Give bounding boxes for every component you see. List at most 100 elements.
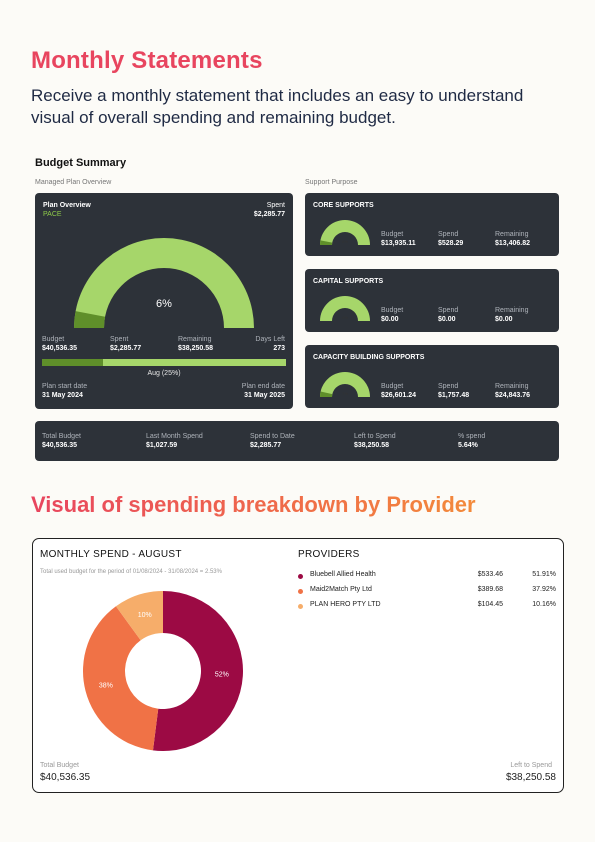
monthly-spend-panel: MONTHLY SPEND - AUGUST Total used budget… (32, 538, 564, 793)
provider-pct: 37.92% (532, 586, 556, 593)
left-to-spend-value: $38,250.58 (505, 772, 556, 783)
gauge-track (74, 238, 254, 328)
support-budget-label: Budget (381, 383, 404, 390)
intro-text: Receive a monthly statement that include… (31, 86, 524, 127)
provider-amount: $533.46 (477, 571, 503, 578)
plan-type: PACE (43, 211, 62, 218)
total-budget-label: Total Budget (42, 433, 81, 440)
provider-pct: 51.91% (532, 571, 556, 578)
spent-label: Spent (266, 202, 285, 209)
support-remaining-label: Remaining (495, 383, 529, 390)
support-gauge-percent: 0% (342, 315, 348, 320)
remaining-value: $38,250.58 (178, 345, 214, 352)
support-spend-label: Spend (438, 307, 459, 314)
support-title: CAPITAL SUPPORTS (313, 278, 384, 285)
total-budget-label: Total Budget (40, 762, 79, 769)
donut-slice (83, 606, 159, 751)
start-date-value: 31 May 2024 (42, 392, 83, 399)
last-month-value: $1,027.59 (146, 442, 178, 449)
days-left-value: 273 (273, 345, 285, 352)
support-gauge-percent: 7% (342, 391, 348, 396)
donut-slice-label: 52% (215, 672, 229, 679)
support-budget-label: Budget (381, 307, 404, 314)
start-date-label: Plan start date (42, 383, 88, 390)
support-remaining-value: $13,406.82 (495, 240, 531, 247)
spent2-value: $2,285.77 (110, 345, 142, 352)
donut-slice-label: 38% (99, 683, 113, 690)
donut-slice (152, 591, 243, 751)
plan-progress-fill (42, 359, 103, 366)
total-budget-value: $40,536.35 (42, 442, 78, 449)
spent2-label: Spent (110, 336, 129, 343)
pct-spend-label: % spend (458, 433, 486, 440)
support-gauge-percent: 6% (342, 239, 348, 244)
support-spend-value: $0.00 (438, 316, 456, 323)
left-to-spend-value: $38,250.58 (354, 442, 390, 449)
support-title: CAPACITY BUILDING SUPPORTS (313, 354, 425, 361)
provider-pct: 10.16% (532, 601, 556, 608)
providers-title: PROVIDERS (298, 549, 360, 560)
core-gauge (320, 220, 370, 245)
support-spend-value: $1,757.48 (438, 392, 470, 399)
capacity-gauge (320, 372, 370, 397)
mini-gauge-used (320, 391, 333, 397)
plan-overview-title: Plan Overview (43, 202, 91, 209)
budget-value: $40,536.35 (42, 345, 78, 352)
plan-gauge (74, 238, 254, 328)
end-date-label: Plan end date (241, 383, 285, 390)
provider-name: PLAN HERO PTY LTD (310, 601, 381, 608)
support-budget-value: $0.00 (381, 316, 399, 323)
support-card-capital: CAPITAL SUPPORTS 0% Budget $0.00 Spend $… (305, 269, 559, 332)
provider-donut-chart: 52% 38% 10% (83, 591, 243, 751)
support-budget-label: Budget (381, 231, 404, 238)
support-remaining-value: $24,843.76 (495, 392, 531, 399)
spent-value: $2,285.77 (253, 211, 285, 218)
gauge-percent: 6% (156, 298, 172, 310)
last-month-label: Last Month Spend (146, 433, 203, 440)
provider-row: Maid2Match Pty Ltd $389.68 37.92% (33, 586, 563, 598)
support-remaining-label: Remaining (495, 307, 529, 314)
page-title: Monthly Statements (31, 47, 263, 74)
gauge-used (74, 311, 106, 328)
monthly-spend-title: MONTHLY SPEND - AUGUST (40, 549, 182, 560)
provider-color-dot (298, 589, 303, 594)
capital-gauge (320, 296, 370, 321)
provider-amount: $389.68 (477, 586, 503, 593)
support-title: CORE SUPPORTS (313, 202, 374, 209)
provider-color-dot (298, 604, 303, 609)
support-budget-value: $13,935.11 (381, 240, 416, 247)
budget-label: Budget (42, 336, 65, 343)
period-note: Total used budget for the period of 01/0… (40, 569, 222, 575)
support-budget-value: $26,601.24 (381, 392, 417, 399)
provider-name: Bluebell Allied Health (310, 571, 376, 578)
support-spend-label: Spend (438, 231, 459, 238)
donut-slice-label: 10% (138, 612, 152, 619)
provider-row: Bluebell Allied Health $533.46 51.91% (33, 571, 563, 583)
mini-gauge-used (320, 240, 333, 245)
donut-slice (115, 591, 163, 641)
plan-progress-bar (42, 359, 286, 366)
mini-gauge-track (320, 372, 370, 397)
support-spend-label: Spend (438, 383, 459, 390)
support-card-core: CORE SUPPORTS 6% Budget $13,935.11 Spend… (305, 193, 559, 256)
provider-amount: $104.45 (477, 601, 503, 608)
support-card-capacity: CAPACITY BUILDING SUPPORTS 7% Budget $26… (305, 345, 559, 408)
support-purpose-label: Support Purpose (305, 179, 358, 186)
remaining-label: Remaining (178, 336, 212, 343)
provider-color-dot (298, 574, 303, 579)
pct-spend-value: 5.64% (458, 442, 478, 449)
budget-summary-title: Budget Summary (35, 157, 127, 169)
breakdown-title: Visual of spending breakdown by Provider (31, 492, 476, 517)
left-to-spend-label: Left to Spend (354, 433, 396, 440)
provider-name: Maid2Match Pty Ltd (310, 586, 372, 593)
mini-gauge-track (320, 220, 370, 245)
support-spend-value: $528.29 (438, 240, 464, 247)
total-budget-value: $40,536.35 (40, 772, 91, 783)
spend-to-date-label: Spend to Date (250, 433, 295, 440)
managed-plan-label: Managed Plan Overview (35, 179, 112, 186)
left-to-spend-label: Left to Spend (510, 762, 552, 769)
mini-gauge-track (320, 296, 370, 321)
plan-overview-card: Plan Overview PACE Spent $2,285.77 6% Bu… (35, 193, 293, 409)
end-date-value: 31 May 2025 (244, 392, 285, 399)
